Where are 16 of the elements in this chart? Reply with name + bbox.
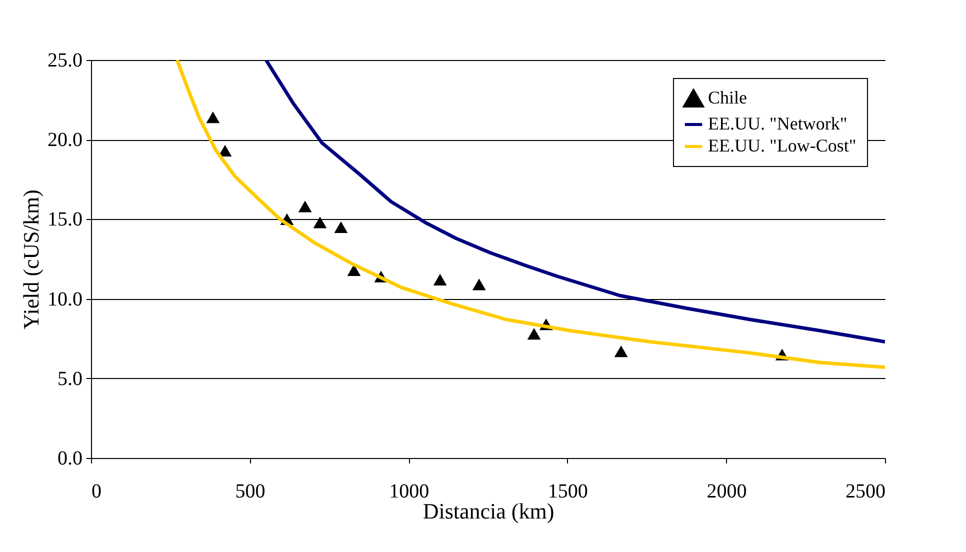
y-tick-label: 25.0 [48,50,82,72]
legend-label: Chile [708,88,748,108]
legend-label: EE.UU. "Network" [708,114,848,134]
y-tick-label: 15.0 [48,208,82,231]
line-series [264,60,885,344]
legend-label: EE.UU. "Low-Cost" [708,136,856,156]
y-tick-label: 20.0 [48,129,82,152]
x-tick-label: 500 [235,480,266,502]
y-tick-label: 10.0 [48,288,82,310]
x-tick-label: 2500 [846,480,886,502]
y-tick-label: 5.0 [58,368,82,390]
y-axis-title: Yield (cUS/km) [18,190,44,330]
x-tick-label: 2000 [706,480,747,502]
line-series [175,60,885,370]
x-tick-label: 0 [92,480,102,502]
y-tick-label: 0.0 [58,448,82,470]
